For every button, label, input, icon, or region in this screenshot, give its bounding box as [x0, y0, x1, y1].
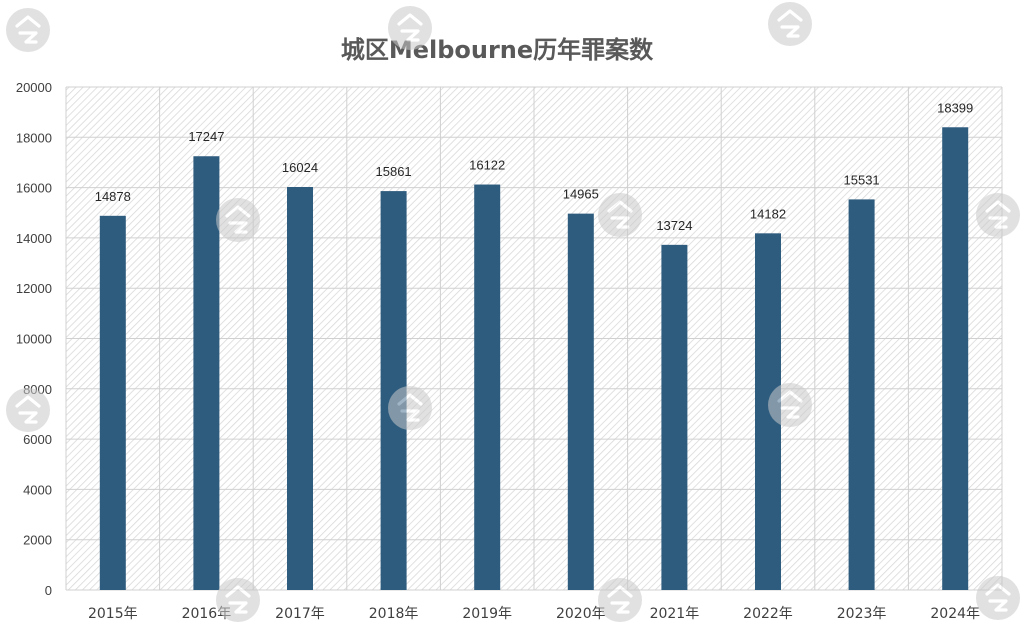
bars [99, 127, 969, 591]
data-label: 15861 [376, 164, 412, 179]
bar-2020年 [567, 213, 594, 590]
gridlines [65, 86, 1003, 591]
y-tick-label: 10000 [16, 332, 52, 347]
watermark-logo-icon [974, 574, 1022, 622]
watermark-logo-icon [766, 381, 814, 429]
x-tick-label: 2017年 [275, 606, 325, 622]
x-tick-label: 2024年 [930, 606, 980, 622]
watermark-logo-icon [596, 191, 644, 239]
data-label: 15531 [844, 172, 880, 187]
y-tick-label: 6000 [23, 432, 52, 447]
data-label: 16024 [282, 160, 318, 175]
y-tick-label: 18000 [16, 130, 52, 145]
data-label: 18399 [937, 100, 973, 115]
bar-2017年 [287, 186, 313, 590]
bar-2019年 [474, 184, 501, 591]
watermark-logo-icon [596, 576, 644, 624]
watermark-logo-icon [386, 384, 434, 432]
data-label: 16122 [469, 158, 505, 173]
y-tick-label: 0 [45, 583, 52, 598]
data-label: 17247 [188, 129, 224, 144]
y-axis-tick-labels: 0200040006000800010000120001400016000180… [16, 80, 52, 598]
watermark-logo-icon [4, 386, 52, 434]
watermark-logo-icon [214, 196, 262, 244]
x-tick-label: 2020年 [556, 606, 606, 622]
x-tick-label: 2019年 [462, 606, 512, 622]
x-tick-label: 2015年 [88, 606, 138, 622]
watermark-logo-icon [214, 576, 262, 624]
watermark-logo-icon [386, 4, 434, 52]
x-tick-label: 2018年 [369, 606, 419, 622]
data-label: 13724 [656, 218, 692, 233]
bar-2016年 [193, 156, 220, 590]
bar-2024年 [942, 127, 969, 591]
data-label: 14965 [563, 187, 599, 202]
x-tick-label: 2022年 [743, 606, 793, 622]
y-tick-label: 2000 [23, 533, 52, 548]
y-tick-label: 14000 [16, 231, 52, 246]
bar-2023年 [848, 199, 875, 590]
data-labels: 14878 17247 16024 15861 16122 14965 13724 14182… [95, 100, 974, 233]
y-tick-label: 4000 [23, 482, 52, 497]
bar-2015年 [99, 215, 126, 590]
y-tick-label: 16000 [16, 181, 52, 196]
watermark-logo-icon [4, 6, 52, 54]
x-tick-label: 2023年 [837, 606, 887, 622]
y-tick-label: 20000 [16, 80, 52, 95]
x-axis-tick-labels: 2015年 2016年 2017年 2018年 2019年 2020年 2021年 2022年… [88, 606, 980, 622]
x-tick-label: 2021年 [650, 606, 700, 622]
watermark-logo-icon [766, 0, 814, 48]
y-tick-label: 12000 [16, 281, 52, 296]
watermark-logo-icon [974, 191, 1022, 239]
data-label: 14182 [750, 206, 786, 221]
chart-title: 城区Melbourne历年罪案数 [341, 36, 654, 64]
data-label: 14878 [95, 189, 131, 204]
bar-2021年 [661, 244, 688, 590]
